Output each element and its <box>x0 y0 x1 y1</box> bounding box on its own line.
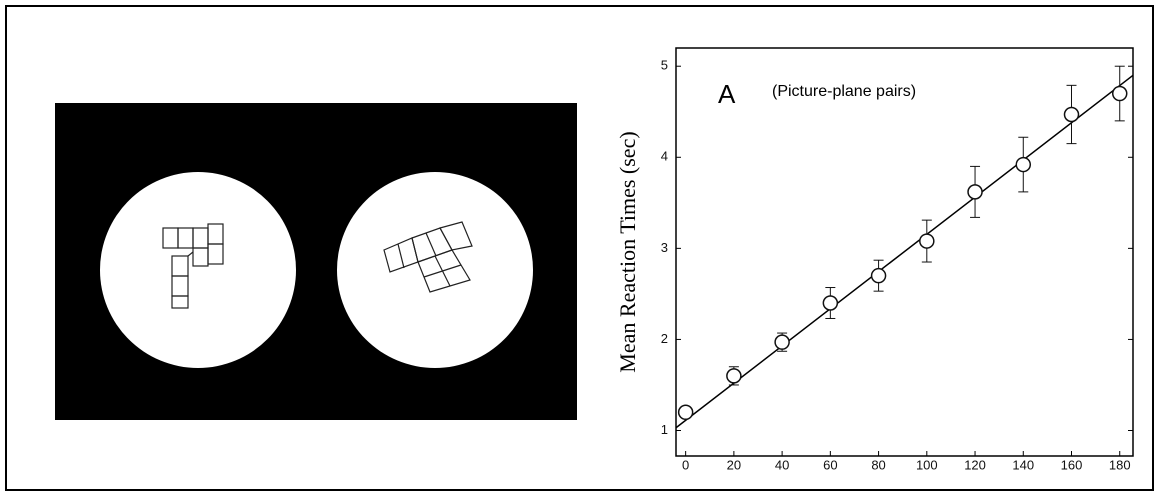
x-tick-label: 160 <box>1061 457 1083 472</box>
data-point <box>823 296 837 310</box>
x-tick-label: 60 <box>823 457 837 472</box>
y-tick-label: 2 <box>661 331 668 346</box>
page: {"chart_data": {"type": "scatter", "y_la… <box>0 0 1159 501</box>
data-point <box>920 234 934 248</box>
data-point <box>968 185 982 199</box>
stimulus-image <box>55 103 577 420</box>
data-point <box>1016 158 1030 172</box>
data-point <box>727 369 741 383</box>
y-tick-label: 4 <box>661 149 668 164</box>
figure: Mean Reaction Times (sec) A (Picture-pla… <box>0 0 1159 496</box>
panel-letter: A <box>718 79 736 109</box>
panel-caption: (Picture-plane pairs) <box>772 83 916 100</box>
data-point <box>679 405 693 419</box>
x-tick-label: 80 <box>871 457 885 472</box>
data-point <box>1113 87 1127 101</box>
x-tick-label: 20 <box>727 457 741 472</box>
data-point <box>775 335 789 349</box>
x-tick-label: 40 <box>775 457 789 472</box>
x-tick-label: 0 <box>682 457 689 472</box>
x-tick-label: 100 <box>916 457 938 472</box>
y-axis-label: Mean Reaction Times (sec) <box>615 131 640 372</box>
x-tick-label: 180 <box>1109 457 1131 472</box>
y-tick-label: 3 <box>661 240 668 255</box>
x-tick-label: 120 <box>964 457 986 472</box>
data-point <box>872 269 886 283</box>
y-tick-label: 5 <box>661 58 668 73</box>
y-tick-label: 1 <box>661 422 668 437</box>
data-point <box>1065 107 1079 121</box>
x-tick-label: 140 <box>1012 457 1034 472</box>
